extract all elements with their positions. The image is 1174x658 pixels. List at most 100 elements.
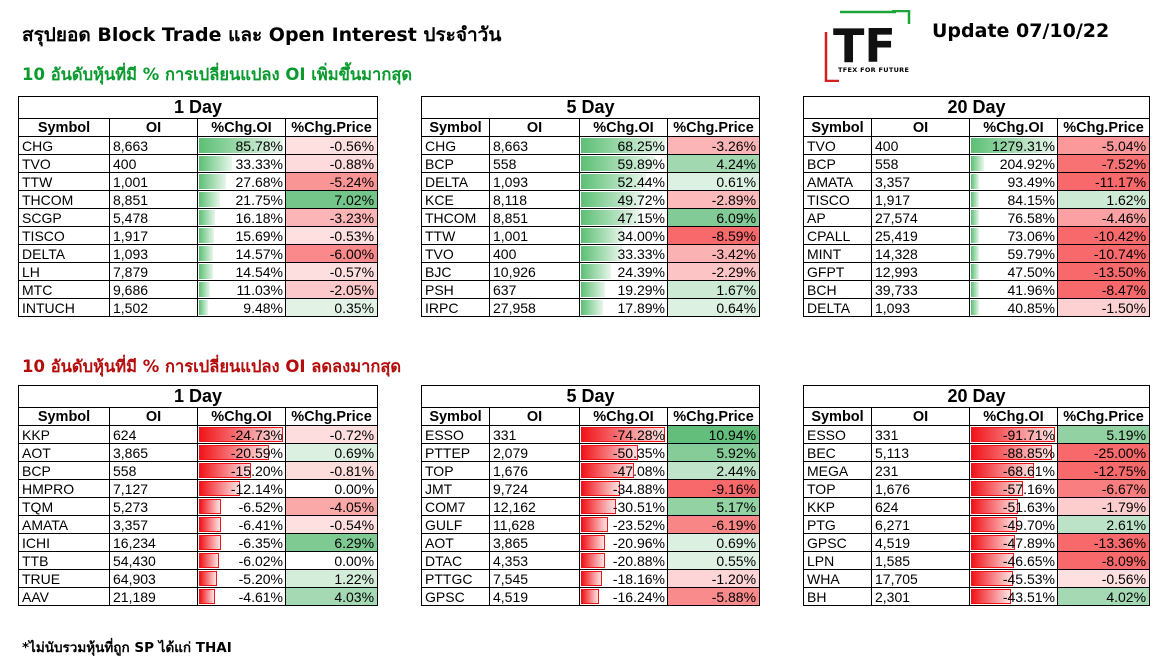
chg-oi-databar bbox=[199, 427, 283, 442]
chg-oi-cell: -43.51% bbox=[969, 587, 1058, 606]
column-header: OI bbox=[489, 118, 580, 137]
symbol-cell: AP bbox=[803, 208, 872, 227]
chg-oi-cell: -12.14% bbox=[197, 479, 286, 498]
symbol-cell: WHA bbox=[803, 569, 872, 588]
oi-cell: 624 bbox=[109, 425, 198, 444]
table-row: TQM 5,273 -6.52% -4.05% bbox=[18, 497, 379, 516]
chg-oi-cell: -24.73% bbox=[197, 425, 286, 444]
table-row: ICHI 16,234 -6.35% 6.29% bbox=[18, 533, 379, 552]
table-row: HMPRO 7,127 -12.14% 0.00% bbox=[18, 479, 379, 498]
chg-price-cell: -5.24% bbox=[284, 172, 379, 191]
chg-oi-databar bbox=[199, 499, 221, 514]
chg-oi-databar bbox=[581, 427, 665, 442]
oi-table-down-20d: 20 Day Symbol OI %Chg.OI %Chg.Price ESSO 331 -9… bbox=[802, 385, 1151, 606]
chg-price-cell: -2.29% bbox=[666, 262, 761, 281]
tf-logo: TF bbox=[824, 10, 911, 82]
chg-oi-value: -4.61% bbox=[238, 588, 283, 605]
section-heading-oi-increase: 10 อันดับหุ้นที่มี % การเปลี่ยนแปลง OI เ… bbox=[22, 65, 413, 84]
oi-cell: 27,958 bbox=[489, 298, 580, 317]
chg-price-cell: -1.79% bbox=[1056, 497, 1151, 516]
oi-cell: 6,271 bbox=[871, 515, 970, 534]
table-row: LPN 1,585 -46.65% -8.09% bbox=[803, 551, 1151, 570]
chg-oi-databar bbox=[971, 517, 1017, 532]
chg-price-cell: 5.17% bbox=[666, 497, 761, 516]
chg-price-cell: -5.04% bbox=[1056, 136, 1151, 155]
symbol-cell: TTB bbox=[18, 551, 110, 570]
chg-oi-value: -6.02% bbox=[238, 552, 283, 569]
column-header: %Chg.Price bbox=[666, 118, 761, 137]
table-row: PTTGC 7,545 -18.16% -1.20% bbox=[421, 569, 761, 588]
chg-oi-databar bbox=[199, 300, 208, 315]
chg-oi-databar bbox=[581, 174, 646, 189]
symbol-cell: CPALL bbox=[803, 226, 872, 245]
table-row: WHA 17,705 -45.53% -0.56% bbox=[803, 569, 1151, 588]
symbol-cell: COM7 bbox=[421, 497, 490, 516]
chg-oi-cell: 1279.31% bbox=[969, 136, 1058, 155]
page-title: สรุปยอด Block Trade และ Open Interest ปร… bbox=[22, 24, 502, 46]
oi-cell: 12,162 bbox=[489, 497, 580, 516]
chg-price-cell: -0.72% bbox=[284, 425, 379, 444]
chg-oi-cell: 33.33% bbox=[579, 244, 668, 263]
oi-cell: 1,093 bbox=[489, 172, 580, 191]
column-header: OI bbox=[871, 118, 970, 137]
chg-oi-cell: 52.44% bbox=[579, 172, 668, 191]
chg-oi-databar bbox=[971, 553, 1014, 568]
chg-price-cell: 5.19% bbox=[1056, 425, 1151, 444]
table-row: TOP 1,676 -57.16% -6.67% bbox=[803, 479, 1151, 498]
table-row: COM7 12,162 -30.51% 5.17% bbox=[421, 497, 761, 516]
chg-oi-cell: -49.70% bbox=[969, 515, 1058, 534]
chg-oi-value: 68.25% bbox=[617, 137, 665, 154]
column-header: %Chg.Price bbox=[1056, 118, 1151, 137]
chg-oi-cell: -6.41% bbox=[197, 515, 286, 534]
chg-oi-cell: -6.35% bbox=[197, 533, 286, 552]
column-header: %Chg.Price bbox=[1056, 407, 1151, 426]
chg-oi-value: -45.53% bbox=[1002, 570, 1055, 587]
oi-cell: 3,357 bbox=[871, 172, 970, 191]
oi-cell: 1,917 bbox=[109, 226, 198, 245]
symbol-cell: BEC bbox=[803, 443, 872, 462]
chg-oi-cell: -20.88% bbox=[579, 551, 668, 570]
chg-price-cell: 2.61% bbox=[1056, 515, 1151, 534]
chg-price-cell: 2.44% bbox=[666, 461, 761, 480]
symbol-cell: LH bbox=[18, 262, 110, 281]
chg-oi-value: -68.61% bbox=[1002, 462, 1055, 479]
symbol-cell: PTTEP bbox=[421, 443, 490, 462]
oi-cell: 17,705 bbox=[871, 569, 970, 588]
chg-oi-value: 59.89% bbox=[617, 155, 665, 172]
chg-oi-databar bbox=[581, 192, 642, 207]
chg-oi-databar bbox=[199, 192, 220, 207]
symbol-cell: KCE bbox=[421, 190, 490, 209]
chg-oi-databar bbox=[581, 210, 639, 225]
symbol-cell: THCOM bbox=[421, 208, 490, 227]
symbol-cell: PTG bbox=[803, 515, 872, 534]
oi-cell: 16,234 bbox=[109, 533, 198, 552]
chg-oi-cell: 49.72% bbox=[579, 190, 668, 209]
chg-oi-databar bbox=[971, 228, 979, 243]
oi-cell: 21,189 bbox=[109, 587, 198, 606]
chg-oi-value: -57.16% bbox=[1002, 480, 1055, 497]
chg-price-cell: 1.67% bbox=[666, 280, 761, 299]
symbol-cell: MTC bbox=[18, 280, 110, 299]
oi-cell: 64,903 bbox=[109, 569, 198, 588]
chg-price-cell: -5.88% bbox=[666, 587, 761, 606]
table-row: PSH 637 19.29% 1.67% bbox=[421, 280, 761, 299]
chg-oi-value: 27.68% bbox=[235, 173, 283, 190]
chg-oi-databar bbox=[971, 156, 984, 171]
chg-price-cell: -6.19% bbox=[666, 515, 761, 534]
chg-oi-databar bbox=[971, 282, 979, 297]
column-header: %Chg.OI bbox=[969, 407, 1058, 426]
chg-oi-databar bbox=[581, 535, 605, 550]
chg-price-cell: -2.89% bbox=[666, 190, 761, 209]
chg-oi-cell: 19.29% bbox=[579, 280, 668, 299]
table-row: TTW 1,001 27.68% -5.24% bbox=[18, 172, 379, 191]
chg-price-cell: -1.20% bbox=[666, 569, 761, 588]
symbol-cell: ESSO bbox=[803, 425, 872, 444]
oi-cell: 9,724 bbox=[489, 479, 580, 498]
chg-oi-value: 24.39% bbox=[617, 263, 665, 280]
chg-oi-cell: 34.00% bbox=[579, 226, 668, 245]
oi-cell: 331 bbox=[489, 425, 580, 444]
chg-price-cell: -0.56% bbox=[284, 136, 379, 155]
chg-oi-value: 40.85% bbox=[1007, 299, 1055, 316]
table-row: CPALL 25,419 73.06% -10.42% bbox=[803, 226, 1151, 245]
symbol-cell: DTAC bbox=[421, 551, 490, 570]
